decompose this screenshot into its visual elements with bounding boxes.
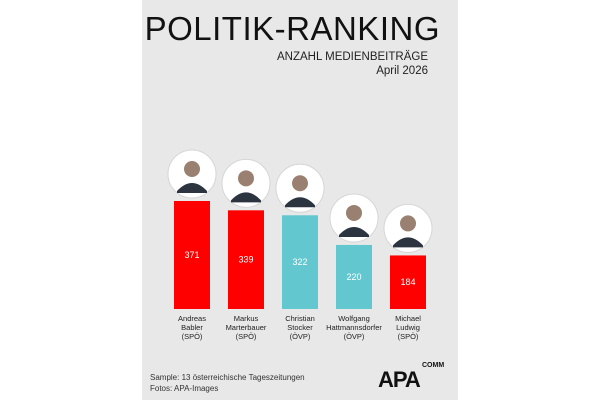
- photo-credit: Fotos: APA-Images: [150, 384, 219, 393]
- category-label-line: Marterbauer: [226, 323, 267, 332]
- infographic-card: POLITIK-RANKING ANZAHL MEDIENBEITRÄGE Ap…: [142, 0, 458, 400]
- portrait-head: [238, 170, 254, 187]
- category-label: Andreas Babler (SPÖ): [178, 314, 206, 341]
- bar-value-label: 371: [184, 250, 199, 260]
- person-portrait-icon: [275, 163, 325, 213]
- bar-value-label: 184: [400, 277, 415, 287]
- bar: [174, 201, 210, 309]
- category-label-line: Babler: [181, 323, 203, 332]
- category-label-line: (ÖVP): [344, 332, 365, 341]
- bar: [228, 210, 264, 309]
- portrait-head: [346, 204, 362, 221]
- category-label-line: Hattmannsdorfer: [326, 323, 382, 332]
- category-label-line: Stocker: [287, 323, 313, 332]
- bar-value-label: 339: [238, 255, 253, 265]
- bar-value-label: 322: [292, 257, 307, 267]
- bar: [282, 215, 318, 309]
- page-title: POLITIK-RANKING: [144, 10, 440, 47]
- portrait-head: [184, 161, 200, 177]
- logo-comm-text: COMM: [422, 362, 445, 369]
- person-portrait-icon: [383, 203, 433, 253]
- chart-subtitle: ANZAHL MEDIENBEITRÄGE: [276, 51, 428, 63]
- category-label-line: Markus: [234, 314, 259, 323]
- person-portrait-icon: [329, 193, 379, 243]
- bar: [336, 244, 372, 309]
- category-label-line: Andreas: [178, 314, 206, 323]
- category-label: Wolfgang Hattmannsdorfer (ÖVP): [326, 314, 382, 341]
- category-label-line: (SPÖ): [182, 332, 203, 341]
- bar: [390, 255, 426, 309]
- portrait-body: [393, 237, 423, 248]
- category-label-line: (ÖVP): [290, 332, 311, 341]
- category-label-line: Michael: [395, 314, 421, 323]
- category-label: Markus Marterbauer (SPÖ): [226, 314, 267, 341]
- chart-footer: Sample: 13 österreichische Tageszeitunge…: [150, 372, 305, 394]
- portrait-body: [339, 226, 369, 237]
- logo-apa-text: APA: [378, 367, 421, 392]
- bar-value-label: 220: [346, 272, 361, 282]
- person-portrait-icon: [221, 158, 271, 208]
- category-label-line: (SPÖ): [398, 332, 419, 341]
- chart-period: April 2026: [376, 65, 428, 77]
- category-label-line: Wolfgang: [338, 314, 370, 323]
- portrait-body: [231, 192, 261, 203]
- category-label-line: Christian: [285, 314, 315, 323]
- category-label-line: Ludwig: [396, 323, 420, 332]
- portrait-head: [400, 215, 416, 232]
- category-label: Michael Ludwig (SPÖ): [395, 314, 421, 341]
- category-label: Christian Stocker (ÖVP): [285, 314, 315, 341]
- portrait-body: [177, 183, 207, 193]
- portrait-head: [292, 175, 308, 192]
- portrait-body: [285, 197, 315, 208]
- sample-note: Sample: 13 österreichische Tageszeitunge…: [150, 373, 305, 382]
- apa-comm-logo: APA COMM: [378, 362, 448, 392]
- category-label-line: (SPÖ): [236, 332, 257, 341]
- person-portrait-icon: [167, 149, 217, 199]
